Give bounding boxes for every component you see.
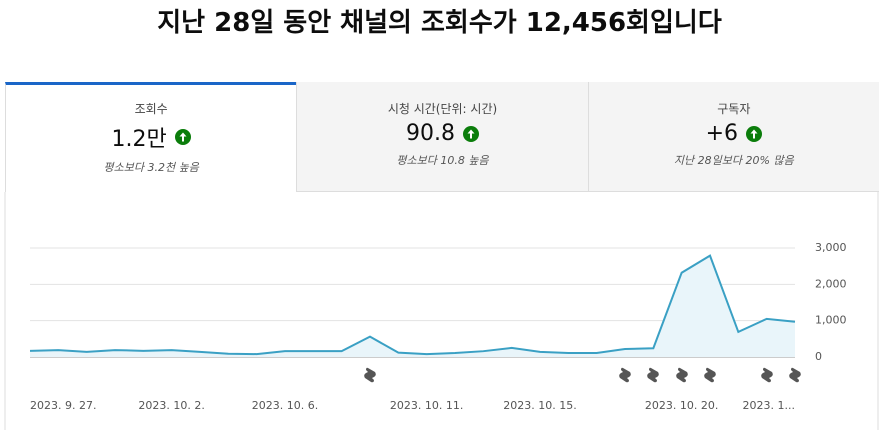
x-tick-label: 2023. 10. 20. (645, 399, 718, 412)
x-tick-label: 2023. 9. 27. (30, 399, 96, 412)
area (30, 255, 795, 357)
y-tick-label: 1,000 (815, 314, 847, 327)
tab-label: 조회수 (134, 102, 168, 116)
shorts-icon[interactable] (789, 367, 801, 383)
tab-value-row: 1.2만 (6, 121, 296, 153)
y-tick-label: 2,000 (815, 277, 847, 290)
shorts-icon[interactable] (704, 367, 716, 383)
tab-value-row: +6 (589, 121, 879, 146)
shorts-icon[interactable] (364, 367, 376, 383)
y-tick-label: 3,000 (815, 241, 847, 254)
x-tick-label: 2023. 10. 6. (252, 399, 318, 412)
x-tick-label: 2023. 10. 15. (503, 399, 576, 412)
y-tick-label: 0 (815, 350, 822, 363)
chart: 0 1,000 2,000 3,000 2023. 9. 27. 2023. 10. 2.… (4, 192, 879, 430)
shorts-icon[interactable] (647, 367, 659, 383)
metric-tabs: 조회수 1.2만 평소보다 3.2천 높음 시청 시간(단위: 시간) 90.8… (5, 82, 879, 192)
tab-label: 구독자 (717, 102, 751, 116)
tab-value: +6 (705, 121, 739, 146)
tab-views[interactable]: 조회수 1.2만 평소보다 3.2천 높음 (5, 82, 297, 192)
tab-label: 시청 시간(단위: 시간) (387, 102, 498, 116)
shorts-icons (364, 367, 801, 383)
tab-note: 평소보다 10.8 높음 (396, 154, 489, 167)
x-tick-label: 2023. 10. 11. (390, 399, 463, 412)
line (29, 254, 796, 356)
x-tick-label: 2023. 10. 2. (138, 399, 204, 412)
shorts-icon[interactable] (619, 367, 631, 383)
shorts-icon[interactable] (761, 367, 773, 383)
page-title: 지난 28일 동안 채널의 조회수가 12,456회입니다 (157, 8, 722, 38)
shorts-icon[interactable] (676, 367, 688, 383)
tab-note: 평소보다 3.2천 높음 (103, 161, 199, 174)
tab-subscribers[interactable]: 구독자 +6 지난 28일보다 20% 많음 (587, 82, 879, 192)
x-tick-label: 2023. 1... (743, 399, 795, 412)
up-icon (174, 129, 191, 145)
tab-value: 1.2만 (111, 127, 167, 152)
up-icon (462, 125, 479, 142)
tab-note: 지난 28일보다 20% 많음 (673, 154, 794, 167)
tab-value-row: 90.8 (297, 121, 587, 146)
up-icon (746, 125, 763, 142)
tab-watch-time[interactable]: 시청 시간(단위: 시간) 90.8 평소보다 10.8 높음 (296, 82, 588, 192)
tab-value: 90.8 (406, 121, 455, 146)
